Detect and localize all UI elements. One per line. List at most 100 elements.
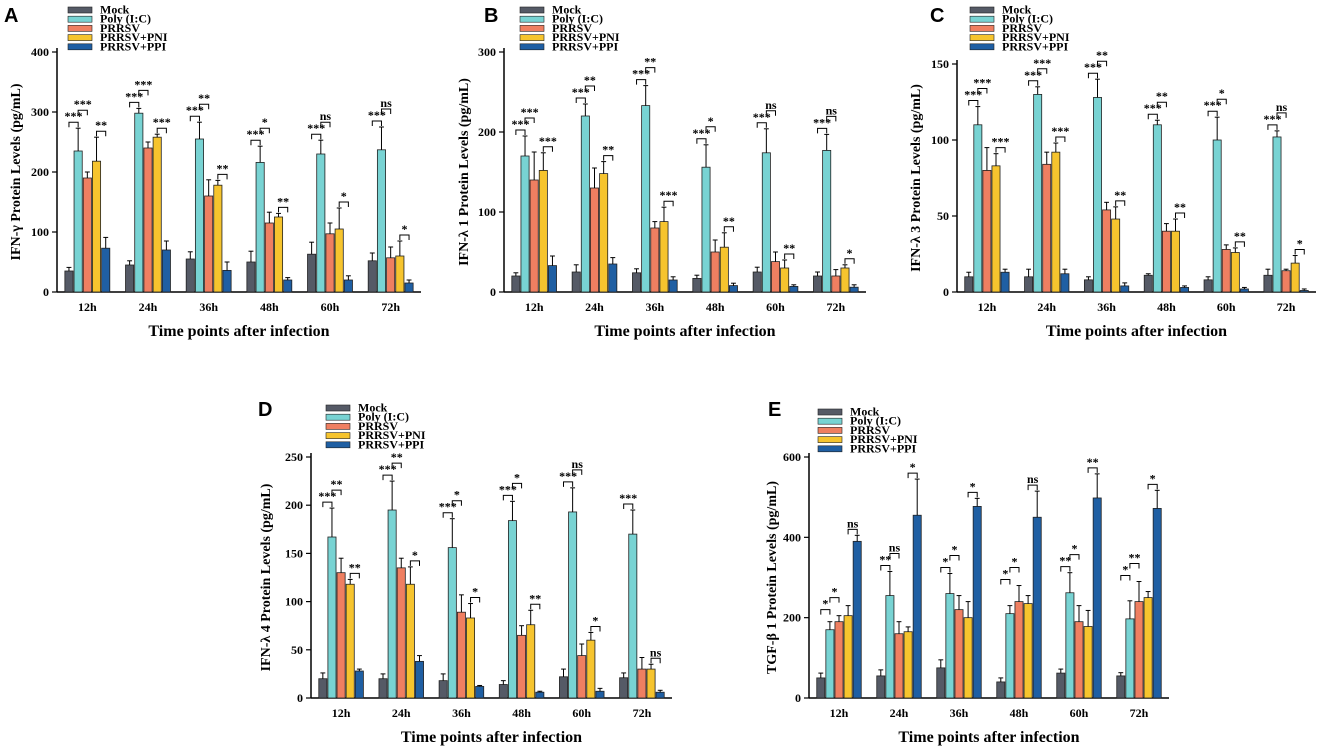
legend-swatch (325, 441, 351, 449)
legend-swatch (67, 15, 93, 23)
significance-bracket (1147, 483, 1158, 490)
significance-label: ** (277, 194, 289, 208)
significance-bracket (129, 101, 140, 108)
bar (152, 136, 162, 293)
x-tick-label: 72h (381, 300, 400, 314)
bar (92, 160, 102, 293)
x-axis-title: Time points after infection (898, 729, 1079, 746)
bar (475, 686, 485, 699)
bar (1111, 218, 1121, 293)
significance-label: ** (1174, 200, 1186, 214)
x-tick-label: 60h (1070, 706, 1089, 720)
legend-swatch (969, 43, 995, 51)
bar (1230, 252, 1240, 293)
significance-bracket (590, 625, 601, 632)
bar (1290, 262, 1300, 293)
bar (336, 572, 346, 699)
significance-label: * (1002, 567, 1008, 581)
bar (1042, 163, 1052, 293)
bar (274, 216, 284, 293)
legend-label: PRRSV (1002, 21, 1042, 35)
bar (222, 269, 232, 293)
legend-swatch (519, 6, 545, 14)
bar (963, 617, 973, 699)
legend-label: PRRSV+PPI (100, 39, 167, 53)
x-tick-label: 12h (525, 300, 544, 314)
x-tick-label: 72h (1277, 300, 1296, 314)
significance-label: *** (619, 491, 637, 505)
legend-label: PRRSV+PPI (850, 441, 917, 455)
significance-label: ** (723, 214, 735, 228)
significance-bracket (399, 234, 410, 240)
significance-label: *** (632, 67, 650, 81)
bar (1239, 288, 1249, 293)
significance-label: * (951, 542, 957, 556)
legend-label: Mock (1002, 3, 1032, 17)
significance-label: ** (331, 477, 343, 491)
legend-label: PRRSV+PNI (358, 428, 426, 442)
significance-label: * (1150, 471, 1156, 485)
bar (82, 177, 92, 293)
bar (912, 514, 922, 699)
panel-label: D (258, 399, 272, 421)
bar (903, 631, 913, 699)
significance-bracket (696, 138, 707, 144)
bar (1281, 270, 1291, 293)
y-tick-label: 250 (285, 450, 303, 464)
legend-label: Mock (100, 3, 130, 17)
legend-swatch (969, 6, 995, 14)
significance-label: ** (1059, 554, 1071, 568)
bar (511, 275, 521, 293)
bar (255, 161, 265, 293)
significance-label: * (1122, 563, 1128, 577)
bar (822, 149, 832, 293)
significance-bracket (756, 122, 767, 128)
significance-bracket (278, 206, 289, 213)
bar (964, 276, 974, 293)
significance-bracket (1174, 212, 1186, 219)
bar (395, 255, 405, 293)
legend-label: PRRSV (552, 21, 592, 35)
significance-label: *** (964, 88, 982, 102)
bar (894, 633, 904, 699)
bar (1203, 279, 1213, 293)
significance-label: ** (391, 450, 403, 464)
significance-label: *** (692, 126, 710, 140)
bar (185, 258, 195, 293)
bar (535, 691, 545, 699)
x-tick-label: 48h (512, 706, 531, 720)
bar (318, 678, 328, 699)
bar (1171, 230, 1180, 293)
significance-bracket (636, 79, 647, 85)
bar (571, 271, 581, 293)
bar (386, 257, 396, 293)
significance-label: * (262, 115, 268, 129)
significance-bracket (1276, 112, 1287, 118)
significance-bracket (138, 89, 149, 96)
bar (1014, 601, 1024, 699)
legend-label: Mock (552, 3, 582, 17)
significance-label: *** (660, 188, 678, 202)
bar (438, 680, 448, 699)
significance-label: * (472, 585, 478, 599)
significance-label: ** (95, 118, 107, 132)
y-tick-label: 100 (285, 595, 303, 609)
legend-swatch (325, 423, 351, 430)
bar (194, 138, 204, 293)
legend-label: PRRSV+PPI (1002, 39, 1069, 53)
significance-bracket (542, 146, 553, 152)
significance-label: * (847, 246, 853, 260)
significance-label: *** (1084, 60, 1102, 74)
bar (637, 668, 647, 699)
significance-label: *** (368, 108, 386, 122)
significance-bracket (409, 560, 420, 566)
bar (568, 511, 578, 699)
significance-bracket (331, 489, 342, 496)
significance-bracket (68, 121, 79, 128)
significance-bracket (1147, 113, 1158, 120)
y-tick-label: 100 (931, 133, 949, 147)
x-tick-label: 48h (260, 300, 279, 314)
significance-label: *** (992, 135, 1010, 149)
